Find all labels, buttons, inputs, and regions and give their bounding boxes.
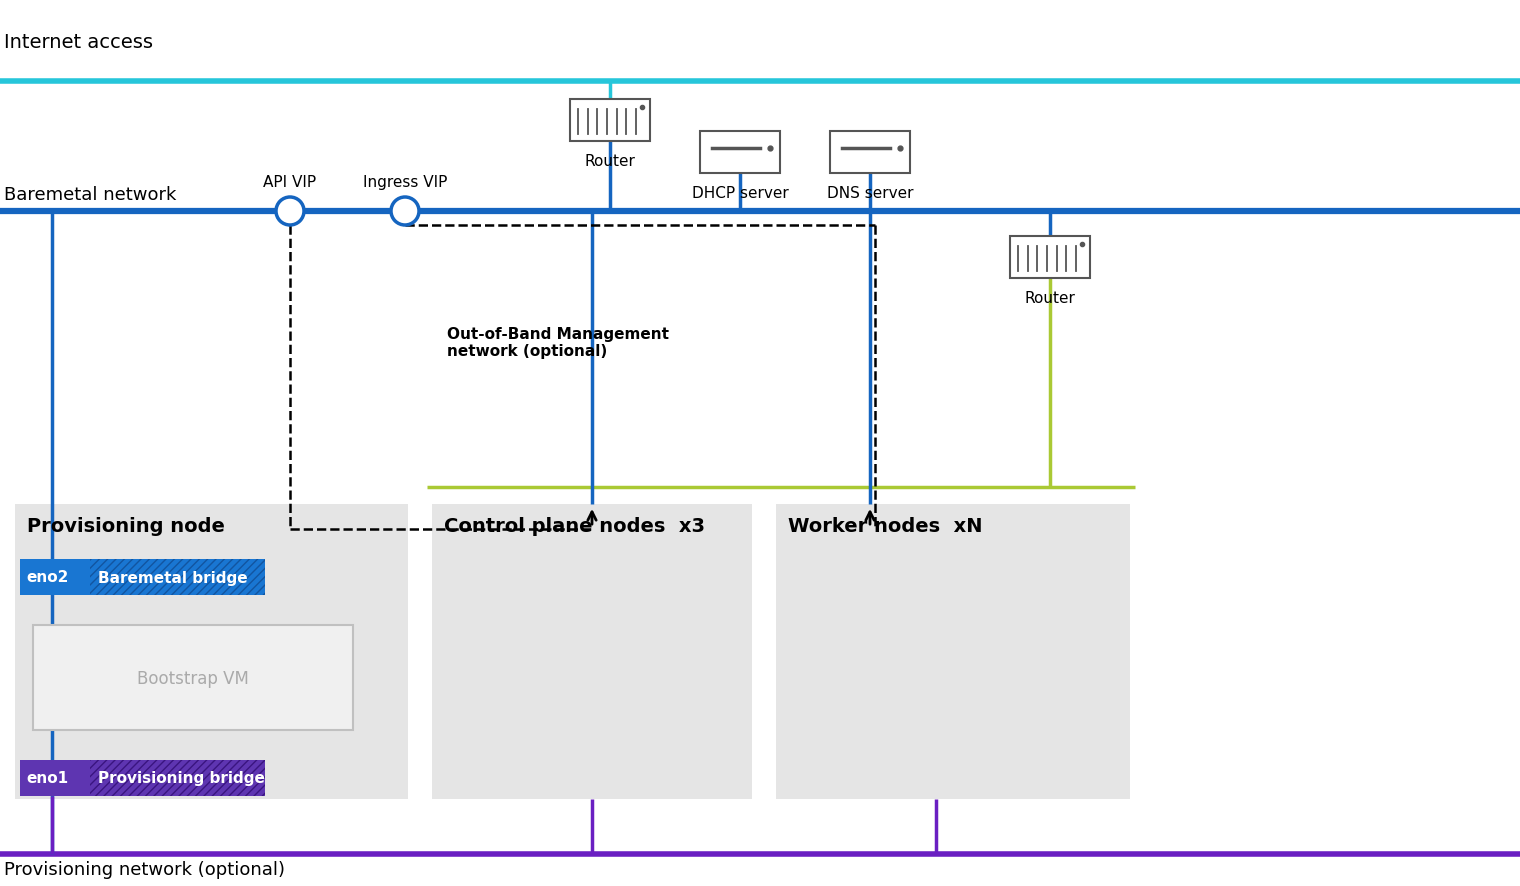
- Circle shape: [277, 198, 304, 226]
- Text: Router: Router: [585, 154, 635, 169]
- Text: eno1: eno1: [26, 771, 68, 786]
- Bar: [33, 626, 353, 730]
- Text: Provisioning network (optional): Provisioning network (optional): [5, 860, 286, 878]
- Text: Control plane nodes  x3: Control plane nodes x3: [444, 517, 705, 535]
- Bar: [570, 100, 651, 142]
- Bar: [20, 760, 264, 797]
- Text: Baremetal network: Baremetal network: [5, 186, 176, 204]
- Bar: [90, 760, 264, 797]
- Bar: [777, 504, 1129, 799]
- Bar: [701, 132, 780, 174]
- Text: Out-of-Band Management
network (optional): Out-of-Band Management network (optional…: [447, 327, 669, 359]
- Text: Baremetal bridge: Baremetal bridge: [97, 570, 248, 585]
- Text: Provisioning bridge: Provisioning bridge: [97, 771, 264, 786]
- Bar: [1009, 237, 1090, 279]
- Bar: [20, 559, 264, 595]
- Text: Ingress VIP: Ingress VIP: [363, 175, 447, 190]
- Text: Worker nodes  xN: Worker nodes xN: [787, 517, 982, 535]
- Bar: [15, 504, 407, 799]
- Bar: [830, 132, 910, 174]
- Bar: [432, 504, 752, 799]
- Text: API VIP: API VIP: [263, 175, 316, 190]
- Text: Internet access: Internet access: [5, 33, 154, 52]
- Text: DHCP server: DHCP server: [692, 186, 789, 201]
- Text: Provisioning node: Provisioning node: [27, 517, 225, 535]
- Text: DNS server: DNS server: [827, 186, 914, 201]
- Bar: [90, 559, 264, 595]
- Text: Bootstrap VM: Bootstrap VM: [137, 669, 249, 687]
- Circle shape: [391, 198, 420, 226]
- Text: eno2: eno2: [26, 570, 68, 585]
- Text: Router: Router: [1024, 291, 1076, 306]
